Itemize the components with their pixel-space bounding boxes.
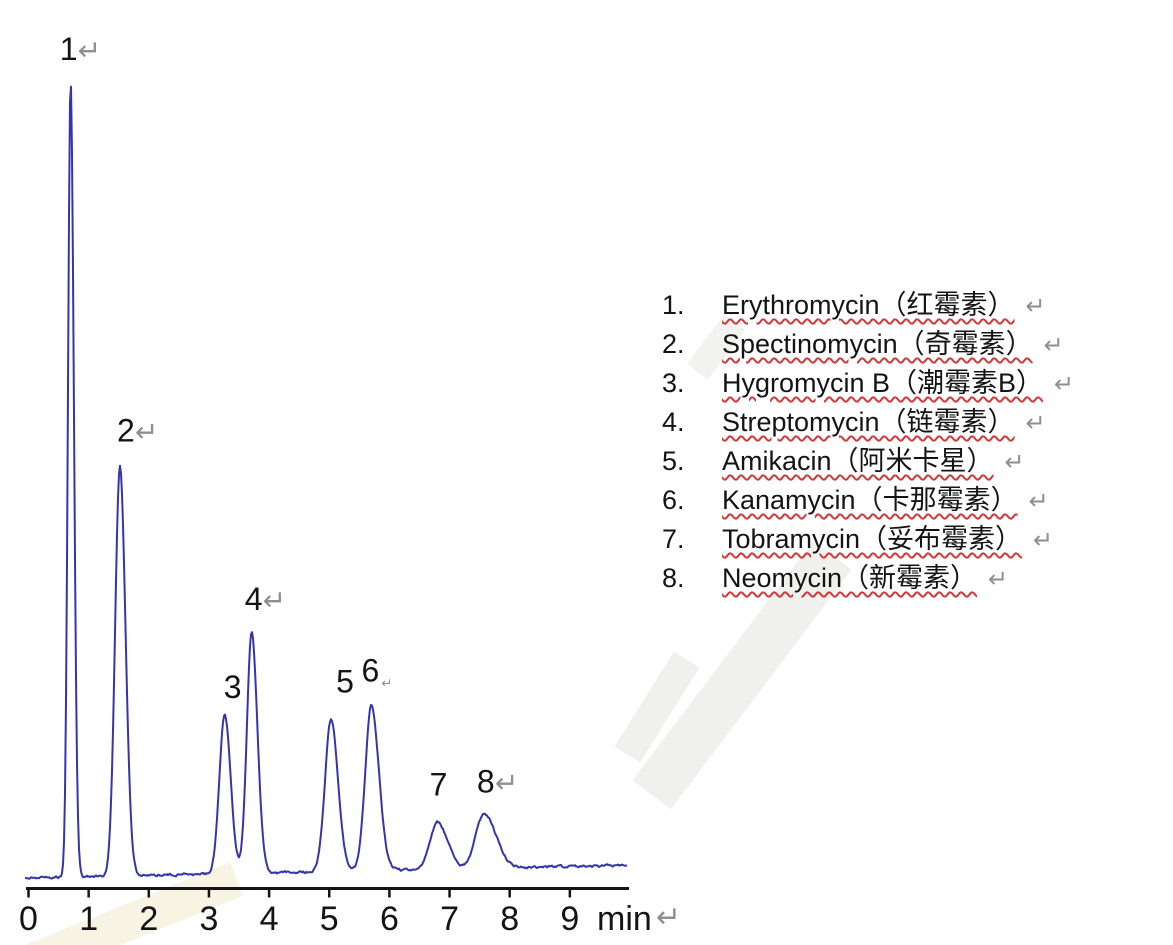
axis-tick-label: 1 [79, 900, 98, 938]
axis-tick-label: 7 [440, 900, 459, 938]
peak-label-7: 7 [430, 766, 448, 802]
paragraph-mark-icon: ↵ [495, 768, 518, 799]
legend-item-number: 1. [662, 290, 685, 320]
legend-item-text: Spectinomycin（奇霉素） [722, 329, 1033, 359]
legend-item: 6. Kanamycin（卡那霉素） ↵ [662, 481, 1074, 520]
legend-item-text: Kanamycin（卡那霉素） [722, 485, 1018, 515]
paragraph-mark-icon: ↵ [656, 901, 681, 934]
legend-item: 1. Erythromycin（红霉素） ↵ [662, 286, 1074, 325]
axis-tick-label: 4 [260, 900, 279, 938]
axis-tick-label: 3 [199, 900, 218, 938]
legend-item-number: 2. [662, 329, 685, 359]
paragraph-mark-icon: ↵ [1025, 293, 1046, 320]
paragraph-mark-icon: ↵ [988, 566, 1009, 593]
legend-item-text: Hygromycin B（潮霉素B） [722, 368, 1044, 398]
legend-item: 7. Tobramycin（妥布霉素） ↵ [662, 520, 1074, 559]
legend-item-text: Amikacin（阿米卡星） [722, 446, 994, 476]
legend-item-number: 6. [662, 485, 685, 515]
paragraph-mark-icon: ↵ [1043, 332, 1064, 359]
axis-tick-label: 9 [560, 900, 579, 938]
signal-trace [24, 85, 628, 880]
axis-tick-label: 6 [380, 900, 399, 938]
peak-label-6: 6 [361, 652, 379, 688]
peak-label-2: 2 [117, 413, 135, 449]
peak-number-labels: 1 ↵2 ↵34 ↵5 6 ↵7 8 ↵ [60, 31, 519, 802]
legend-item: 3. Hygromycin B（潮霉素B） ↵ [662, 364, 1074, 403]
legend-item: 2. Spectinomycin（奇霉素） ↵ [662, 325, 1074, 364]
peak-label-4: 4 [245, 581, 263, 617]
legend-item-number: 7. [662, 524, 685, 554]
paragraph-mark-icon: ↵ [1033, 527, 1054, 554]
time-axis: 0 1 2 3 4 5 6 7 8 9 [19, 887, 629, 938]
axis-tick-label: 0 [19, 900, 38, 938]
legend-item-text: Neomycin（新霉素） [722, 563, 978, 593]
axis-tick-label: 5 [320, 900, 339, 938]
paragraph-mark-icon: ↵ [1054, 371, 1075, 398]
peak-label-1: 1 [60, 31, 78, 67]
legend-item-number: 8. [662, 563, 685, 593]
axis-tick-label: 2 [139, 900, 158, 938]
peak-label-5: 5 [336, 664, 354, 700]
legend-item: 5. Amikacin（阿米卡星） ↵ [662, 442, 1074, 481]
legend-item-number: 4. [662, 407, 685, 437]
legend-item: 4. Streptomycin（链霉素） ↵ [662, 403, 1074, 442]
paragraph-mark-icon: ↵ [263, 585, 286, 616]
legend-item: 8. Neomycin（新霉素） ↵ [662, 559, 1074, 598]
legend-item-text: Tobramycin（妥布霉素） [722, 524, 1023, 554]
peak-label-3: 3 [224, 669, 242, 705]
chromatogram-trace [24, 85, 628, 880]
legend-item-text: Streptomycin（链霉素） [722, 407, 1015, 437]
legend-item-number: 5. [662, 446, 685, 476]
paragraph-mark-icon: ↵ [135, 417, 158, 448]
compound-legend: 1. Erythromycin（红霉素） ↵ 2. Spectinomycin（… [662, 286, 1074, 598]
legend-item-number: 3. [662, 368, 685, 398]
paragraph-mark-icon: ↵ [381, 675, 392, 690]
axis-tick-label: 8 [500, 900, 519, 938]
legend-item-text: Erythromycin（红霉素） [722, 290, 1015, 320]
peak-label-8: 8 [477, 764, 495, 800]
axis-unit-label: min [597, 900, 652, 938]
paragraph-mark-icon: ↵ [1025, 410, 1046, 437]
paragraph-mark-icon: ↵ [78, 35, 101, 66]
paragraph-mark-icon: ↵ [1004, 449, 1025, 476]
paragraph-mark-icon: ↵ [1028, 488, 1049, 515]
